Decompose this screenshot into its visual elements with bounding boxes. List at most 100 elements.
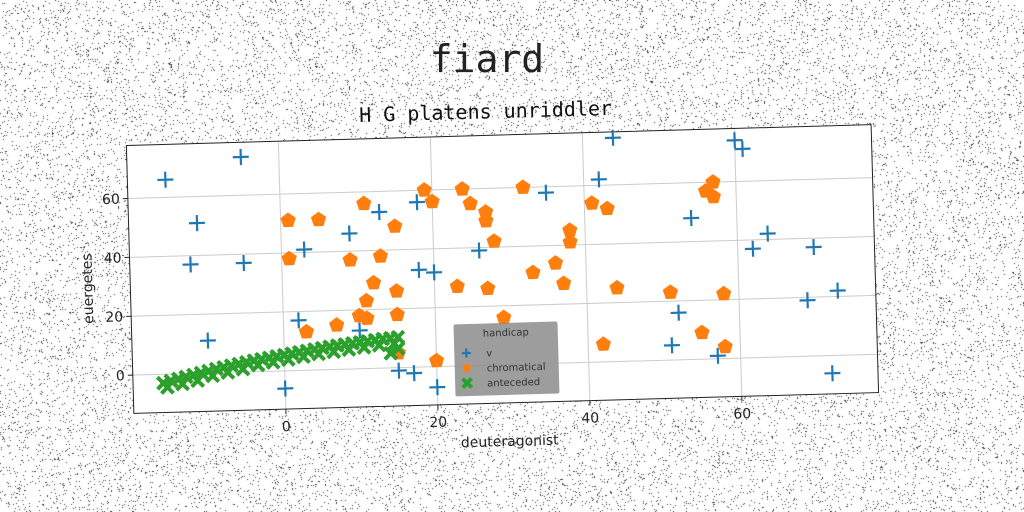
data-point (428, 352, 445, 368)
legend: handicap v chromatical anteceded (453, 321, 560, 397)
data-point (584, 195, 600, 210)
data-point (449, 278, 465, 294)
data-point (705, 174, 721, 189)
data-point (290, 312, 307, 329)
data-point (250, 357, 266, 373)
data-point (590, 171, 607, 188)
data-point (341, 225, 358, 242)
data-point (371, 337, 387, 353)
data-point (372, 248, 388, 263)
data-point (604, 129, 621, 146)
x-tick-label: 40 (581, 410, 599, 426)
data-point (295, 349, 311, 365)
axes-group: H G platens unriddler 0 20 40 60 0 20 40 60 deu… (79, 96, 880, 452)
data-point (537, 184, 554, 201)
y-tick-label: 40 (103, 251, 121, 267)
data-point (799, 292, 816, 309)
data-point (717, 338, 733, 354)
data-point (426, 264, 443, 281)
data-point (281, 250, 297, 266)
data-point (220, 364, 236, 380)
data-point (556, 275, 572, 291)
legend-entries: v chromatical anteceded (461, 348, 546, 389)
data-point (356, 195, 372, 211)
data-point (205, 368, 221, 384)
data-point (662, 284, 679, 299)
data-point (562, 222, 578, 237)
grid (126, 124, 879, 414)
x-tick-label: 20 (429, 415, 447, 431)
data-point (365, 274, 382, 290)
data-point (416, 182, 432, 197)
y-grid-line (127, 177, 873, 199)
x-axis-label: deuteragonist (461, 433, 560, 452)
y-grid-line (129, 236, 875, 258)
series-anteceded (155, 329, 406, 395)
x-grid-line (733, 128, 743, 397)
data-point (296, 241, 313, 258)
data-point (547, 255, 564, 270)
data-point (383, 345, 399, 361)
data-point (342, 251, 358, 267)
data-point (351, 322, 368, 339)
data-point (188, 215, 206, 232)
data-point (389, 306, 405, 322)
data-point (358, 292, 375, 308)
data-point (298, 323, 315, 339)
data-point (562, 234, 578, 249)
data-point (280, 212, 296, 228)
legend-entry: v (461, 348, 492, 359)
data-points (155, 129, 846, 397)
data-point (595, 336, 611, 351)
data-point (726, 132, 743, 149)
data-point (390, 362, 407, 379)
data-point (429, 379, 446, 396)
data-point (310, 211, 327, 227)
data-point (232, 148, 249, 166)
data-point (462, 195, 478, 211)
data-point (388, 283, 405, 298)
y-grid-line (131, 294, 876, 317)
data-point (356, 339, 372, 355)
data-point (599, 200, 615, 216)
data-point (341, 342, 357, 358)
data-point (744, 240, 761, 257)
data-point (486, 233, 502, 248)
legend-title: handicap (483, 327, 529, 339)
data-point (663, 337, 680, 354)
data-point (359, 310, 375, 326)
data-point (235, 361, 251, 377)
series-chromatical (280, 174, 733, 368)
data-point (280, 352, 296, 368)
data-point (515, 179, 531, 195)
x-grid-line (581, 132, 591, 401)
data-point (480, 280, 496, 296)
data-point (609, 279, 625, 295)
data-point (157, 171, 174, 188)
data-point (461, 348, 471, 358)
series-v (157, 129, 846, 397)
y-tick-label: 0 (116, 368, 125, 384)
data-point (525, 264, 541, 280)
x-tick-label: 60 (733, 406, 751, 422)
data-point (670, 304, 687, 321)
data-point (454, 181, 470, 196)
data-point (159, 379, 175, 395)
legend-entry: anteceded (461, 377, 540, 389)
legend-entry-label: v (486, 348, 492, 359)
data-point (829, 282, 846, 299)
data-point (371, 204, 388, 221)
legend-entry-label: anteceded (487, 377, 540, 389)
data-point (387, 218, 403, 233)
x-tick-label: 0 (282, 419, 291, 435)
data-point (709, 347, 726, 364)
data-point (471, 242, 488, 259)
legend-entry: chromatical (462, 362, 546, 374)
data-point (424, 193, 440, 209)
data-point (174, 376, 191, 392)
data-point (190, 373, 206, 389)
data-point (478, 212, 494, 228)
data-point (329, 317, 345, 332)
